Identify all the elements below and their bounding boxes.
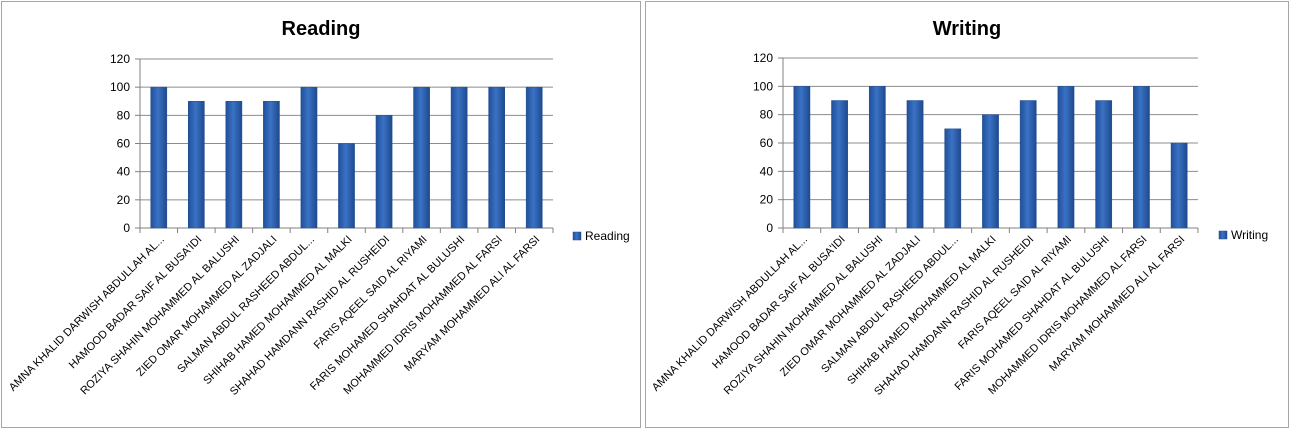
reading-category-label: ZIED OMAR MOHAMMED AL ZADJALI — [134, 234, 279, 379]
reading-legend-swatch — [572, 231, 582, 241]
writing-ytick-label: 20 — [760, 193, 774, 207]
reading-category-label: HAMOOD BADAR SAIF AL BUSA'IDI — [67, 234, 205, 372]
reading-bar — [150, 86, 168, 229]
reading-bar — [300, 86, 318, 229]
writing-bar — [982, 114, 999, 229]
reading-bar — [338, 143, 355, 229]
writing-bar — [906, 100, 924, 229]
reading-ytick-label: 120 — [110, 52, 130, 66]
writing-bar — [1170, 142, 1188, 229]
writing-chart-title: Writing — [933, 18, 1002, 40]
reading-bar — [488, 86, 506, 229]
reading-bar — [525, 86, 543, 229]
reading-bar — [263, 101, 280, 229]
writing-bar — [1057, 86, 1075, 229]
reading-ytick-label: 100 — [110, 80, 130, 94]
reading-ytick-label: 80 — [117, 108, 131, 122]
reading-ytick-label: 20 — [117, 193, 131, 207]
reading-bar — [187, 101, 205, 229]
reading-legend-label: Reading — [585, 229, 630, 243]
writing-bar — [831, 100, 848, 229]
reading-bar — [375, 115, 393, 229]
writing-category-label: ZIED OMAR MOHAMMED AL ZADJALI — [778, 234, 923, 379]
writing-bar — [944, 128, 962, 229]
writing-bar — [1019, 100, 1037, 229]
writing-bar — [868, 86, 886, 229]
writing-category-label: HAMOOD BADAR SAIF AL BUSA'IDI — [710, 234, 848, 372]
writing-category-label: SALMAN ABDUL RASHEED ABDUL... — [819, 234, 961, 376]
reading-bar — [225, 101, 243, 229]
writing-ytick-label: 120 — [753, 51, 773, 65]
reading-bar — [450, 86, 468, 229]
writing-chart: Writing 0 20 40 60 80 100 120 AMNA KHALID DARWIS… — [645, 1, 1289, 428]
writing-ytick-label: 100 — [753, 79, 773, 93]
reading-ytick-label: 40 — [117, 165, 131, 179]
writing-bar — [1133, 86, 1150, 229]
writing-ytick-label: 0 — [766, 221, 773, 235]
reading-chart: Reading 0 20 40 60 80 100 120 AMNA KHALID DARWIS… — [1, 1, 641, 428]
writing-legend-swatch — [1218, 230, 1228, 240]
writing-category-label: MARYAM MOHAMMED ALI AL FARSI — [1047, 234, 1187, 374]
reading-chart-title: Reading — [282, 18, 361, 40]
reading-bar — [413, 86, 430, 229]
writing-ytick-label: 60 — [760, 136, 774, 150]
reading-ytick-label: 0 — [123, 221, 130, 235]
writing-ytick-label: 80 — [760, 108, 774, 122]
writing-ytick-label: 40 — [760, 164, 774, 178]
writing-legend-label: Writing — [1231, 228, 1268, 242]
writing-bar — [793, 86, 811, 229]
reading-category-label: SALMAN ABDUL RASHEED ABDUL... — [175, 234, 317, 376]
writing-bar — [1095, 100, 1113, 229]
reading-category-label: MARYAM MOHAMMED ALI AL FARSI — [402, 234, 542, 374]
reading-ytick-label: 60 — [117, 137, 131, 151]
